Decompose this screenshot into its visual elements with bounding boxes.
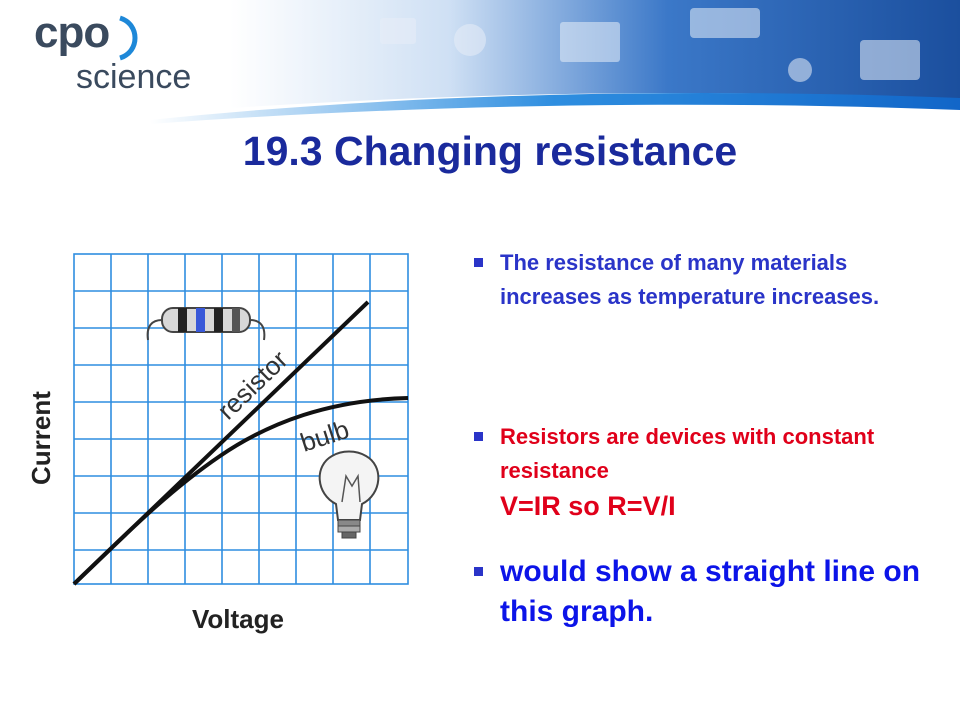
lightbulb-icon: [318, 450, 380, 539]
y-axis-label: Current: [26, 391, 56, 485]
bullet-text-block: Resistors are devices with constant resi…: [500, 420, 900, 524]
header-banner: [150, 0, 960, 124]
logo-science-text: science: [76, 58, 192, 96]
current-voltage-graph: Current Voltage resistor bulb: [26, 253, 409, 634]
logo-cpo-text: cpo: [34, 8, 110, 57]
bullet-text: Resistors are devices with constant resi…: [500, 424, 875, 483]
bullet-equation: V=IR so R=V/I: [500, 491, 676, 521]
bulb-curve: [72, 396, 409, 586]
bullet-square-icon: [474, 258, 483, 267]
slide-title: 19.3 Changing resistance: [242, 128, 738, 174]
bullet-square-icon: [474, 432, 483, 441]
x-axis-label: Voltage: [192, 604, 284, 634]
bullet-square-icon: [474, 567, 483, 576]
resistor-icon: [146, 307, 266, 341]
bullet-text: would show a straight line on this graph…: [500, 555, 921, 628]
bullet-text: The resistance of many materials increas…: [500, 250, 880, 309]
cpo-science-logo: cpo science: [34, 8, 204, 96]
logo-arc-icon: [119, 15, 138, 61]
